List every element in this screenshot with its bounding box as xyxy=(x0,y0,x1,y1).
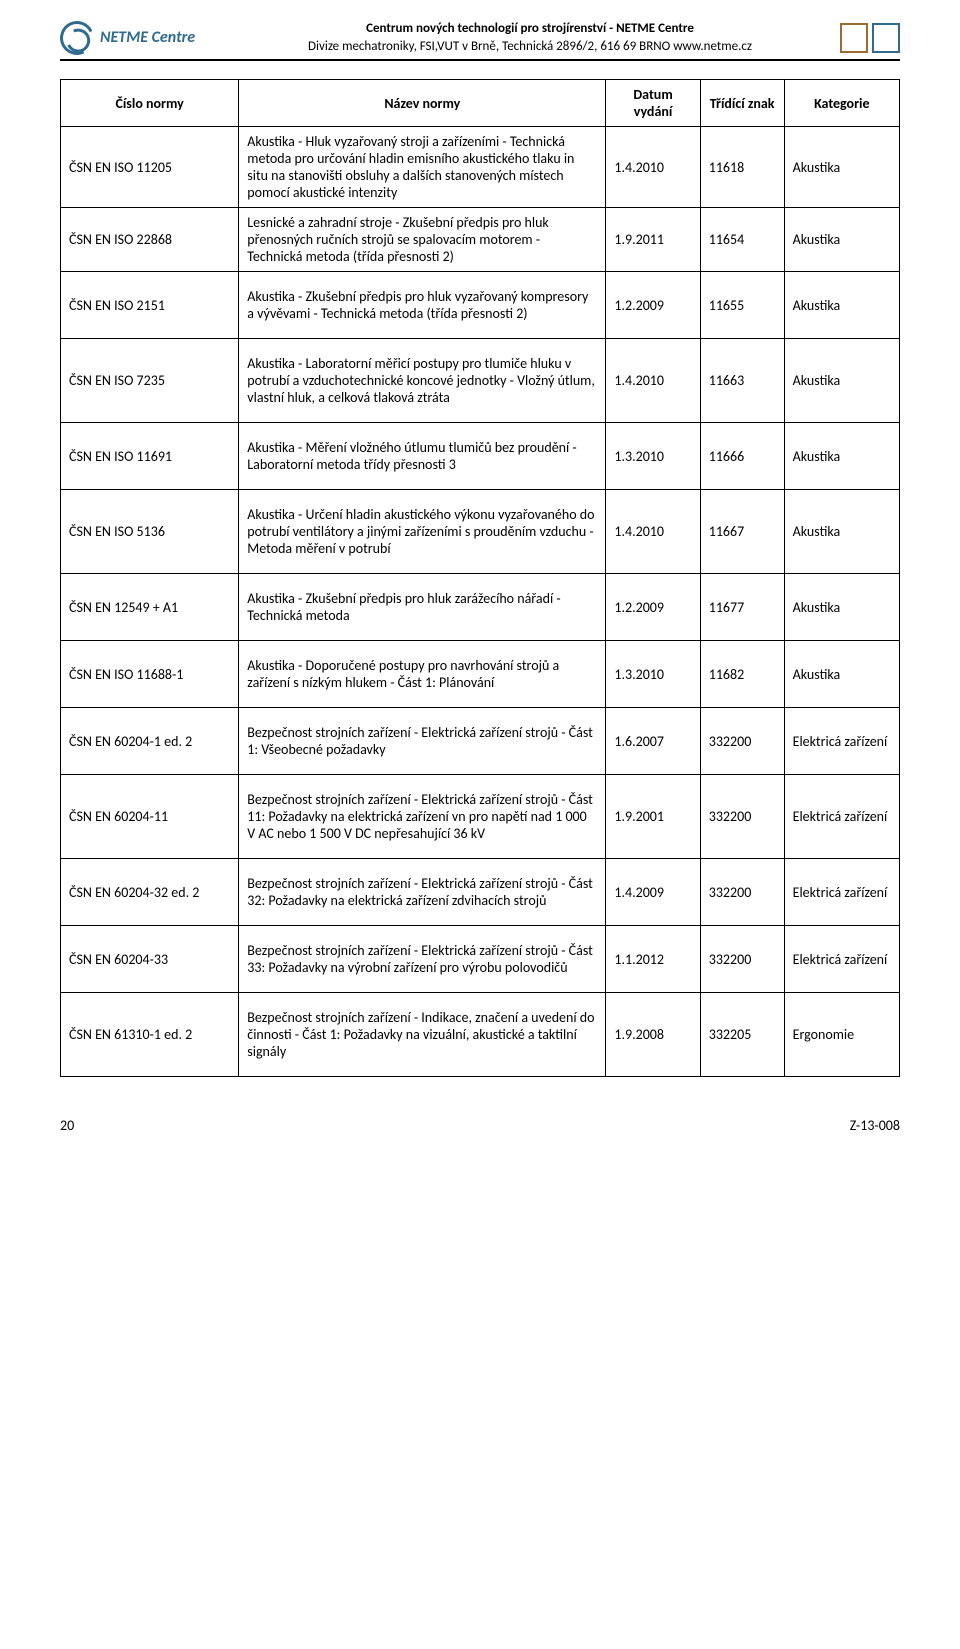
cell-date: 1.9.2011 xyxy=(606,208,700,272)
cell-num: ČSN EN ISO 7235 xyxy=(61,339,239,423)
norms-table: Číslo normy Název normy Datum vydání Tří… xyxy=(60,79,900,1077)
cell-cat: Akustika xyxy=(784,490,899,574)
cell-date: 1.3.2010 xyxy=(606,641,700,708)
cell-num: ČSN EN 60204-33 xyxy=(61,926,239,993)
cell-cat: Akustika xyxy=(784,208,899,272)
cell-cat: Elektricá zařízení xyxy=(784,926,899,993)
table-row: ČSN EN 60204-32 ed. 2Bezpečnost strojníc… xyxy=(61,859,900,926)
cell-date: 1.2.2009 xyxy=(606,574,700,641)
cell-num: ČSN EN 60204-32 ed. 2 xyxy=(61,859,239,926)
cell-code: 332200 xyxy=(700,926,784,993)
cell-date: 1.2.2009 xyxy=(606,272,700,339)
badge-icon xyxy=(872,23,900,53)
cell-num: ČSN EN 12549 + A1 xyxy=(61,574,239,641)
netme-swirl-icon xyxy=(55,16,99,60)
cell-code: 11618 xyxy=(700,127,784,208)
cell-code: 332205 xyxy=(700,993,784,1077)
document-footer: 20 Z-13-008 xyxy=(60,1117,900,1134)
table-row: ČSN EN ISO 2151Akustika - Zkušební předp… xyxy=(61,272,900,339)
cell-name: Akustika - Doporučené postupy pro navrho… xyxy=(239,641,606,708)
cell-cat: Akustika xyxy=(784,574,899,641)
cell-date: 1.1.2012 xyxy=(606,926,700,993)
header-title: Centrum nových technologií pro strojíren… xyxy=(240,20,820,38)
cell-cat: Akustika xyxy=(784,127,899,208)
table-row: ČSN EN ISO 11205Akustika - Hluk vyzařova… xyxy=(61,127,900,208)
cell-code: 11663 xyxy=(700,339,784,423)
cell-cat: Akustika xyxy=(784,423,899,490)
header-center: Centrum nových technologií pro strojíren… xyxy=(240,20,820,55)
cell-cat: Akustika xyxy=(784,641,899,708)
document-header: NETME Centre Centrum nových technologií … xyxy=(60,20,900,61)
table-row: ČSN EN ISO 11691Akustika - Měření vložné… xyxy=(61,423,900,490)
badge-icon xyxy=(840,23,868,53)
doc-code: Z-13-008 xyxy=(850,1117,900,1134)
cell-name: Akustika - Určení hladin akustického výk… xyxy=(239,490,606,574)
col-header-cat: Kategorie xyxy=(784,80,899,127)
col-header-name: Název normy xyxy=(239,80,606,127)
cell-num: ČSN EN 60204-11 xyxy=(61,775,239,859)
cell-code: 11667 xyxy=(700,490,784,574)
cell-num: ČSN EN ISO 22868 xyxy=(61,208,239,272)
col-header-code: Třídící znak xyxy=(700,80,784,127)
cell-code: 11655 xyxy=(700,272,784,339)
logo-left: NETME Centre xyxy=(60,21,240,55)
cell-date: 1.4.2010 xyxy=(606,490,700,574)
table-row: ČSN EN 60204-33Bezpečnost strojních zaří… xyxy=(61,926,900,993)
cell-code: 11682 xyxy=(700,641,784,708)
cell-num: ČSN EN ISO 11691 xyxy=(61,423,239,490)
cell-date: 1.4.2010 xyxy=(606,127,700,208)
table-row: ČSN EN ISO 22868Lesnické a zahradní stro… xyxy=(61,208,900,272)
cell-code: 11677 xyxy=(700,574,784,641)
cell-cat: Akustika xyxy=(784,272,899,339)
cell-code: 332200 xyxy=(700,775,784,859)
logo-right xyxy=(820,23,900,53)
cell-name: Akustika - Zkušební předpis pro hluk vyz… xyxy=(239,272,606,339)
cell-num: ČSN EN 61310-1 ed. 2 xyxy=(61,993,239,1077)
header-subtitle: Divize mechatroniky, FSI,VUT v Brně, Tec… xyxy=(240,38,820,56)
cell-name: Bezpečnost strojních zařízení - Elektric… xyxy=(239,708,606,775)
cell-cat: Ergonomie xyxy=(784,993,899,1077)
cell-name: Akustika - Zkušební předpis pro hluk zar… xyxy=(239,574,606,641)
cell-date: 1.4.2010 xyxy=(606,339,700,423)
cell-name: Akustika - Hluk vyzařovaný stroji a zaří… xyxy=(239,127,606,208)
table-row: ČSN EN 61310-1 ed. 2Bezpečnost strojních… xyxy=(61,993,900,1077)
cell-code: 11666 xyxy=(700,423,784,490)
col-header-num: Číslo normy xyxy=(61,80,239,127)
cell-code: 11654 xyxy=(700,208,784,272)
cell-name: Akustika - Měření vložného útlumu tlumič… xyxy=(239,423,606,490)
cell-num: ČSN EN ISO 11688-1 xyxy=(61,641,239,708)
page-number: 20 xyxy=(60,1117,74,1134)
table-row: ČSN EN ISO 5136Akustika - Určení hladin … xyxy=(61,490,900,574)
logo-text: NETME Centre xyxy=(100,28,195,47)
cell-name: Bezpečnost strojních zařízení - Elektric… xyxy=(239,926,606,993)
cell-num: ČSN EN ISO 2151 xyxy=(61,272,239,339)
cell-name: Bezpečnost strojních zařízení - Elektric… xyxy=(239,859,606,926)
table-row: ČSN EN ISO 11688-1Akustika - Doporučené … xyxy=(61,641,900,708)
table-row: ČSN EN 60204-11Bezpečnost strojních zaří… xyxy=(61,775,900,859)
table-row: ČSN EN 60204-1 ed. 2Bezpečnost strojních… xyxy=(61,708,900,775)
table-row: ČSN EN 12549 + A1Akustika - Zkušební pře… xyxy=(61,574,900,641)
cell-name: Lesnické a zahradní stroje - Zkušební př… xyxy=(239,208,606,272)
cell-code: 332200 xyxy=(700,708,784,775)
cell-date: 1.6.2007 xyxy=(606,708,700,775)
cell-name: Akustika - Laboratorní měřicí postupy pr… xyxy=(239,339,606,423)
cell-date: 1.9.2008 xyxy=(606,993,700,1077)
table-header-row: Číslo normy Název normy Datum vydání Tří… xyxy=(61,80,900,127)
cell-code: 332200 xyxy=(700,859,784,926)
cell-num: ČSN EN 60204-1 ed. 2 xyxy=(61,708,239,775)
cell-cat: Akustika xyxy=(784,339,899,423)
cell-name: Bezpečnost strojních zařízení - Elektric… xyxy=(239,775,606,859)
cell-name: Bezpečnost strojních zařízení - Indikace… xyxy=(239,993,606,1077)
cell-cat: Elektricá zařízení xyxy=(784,775,899,859)
cell-num: ČSN EN ISO 5136 xyxy=(61,490,239,574)
col-header-date: Datum vydání xyxy=(606,80,700,127)
cell-cat: Elektricá zařízení xyxy=(784,859,899,926)
cell-date: 1.4.2009 xyxy=(606,859,700,926)
cell-date: 1.3.2010 xyxy=(606,423,700,490)
table-row: ČSN EN ISO 7235Akustika - Laboratorní mě… xyxy=(61,339,900,423)
cell-cat: Elektricá zařízení xyxy=(784,708,899,775)
cell-date: 1.9.2001 xyxy=(606,775,700,859)
cell-num: ČSN EN ISO 11205 xyxy=(61,127,239,208)
